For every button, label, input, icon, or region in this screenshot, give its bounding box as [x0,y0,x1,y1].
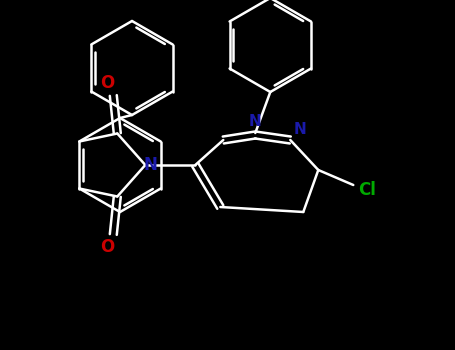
Text: N: N [143,156,157,174]
Text: N: N [249,113,262,128]
Text: O: O [100,75,114,92]
Text: N: N [294,122,307,138]
Text: Cl: Cl [359,181,376,199]
Text: O: O [100,238,114,255]
